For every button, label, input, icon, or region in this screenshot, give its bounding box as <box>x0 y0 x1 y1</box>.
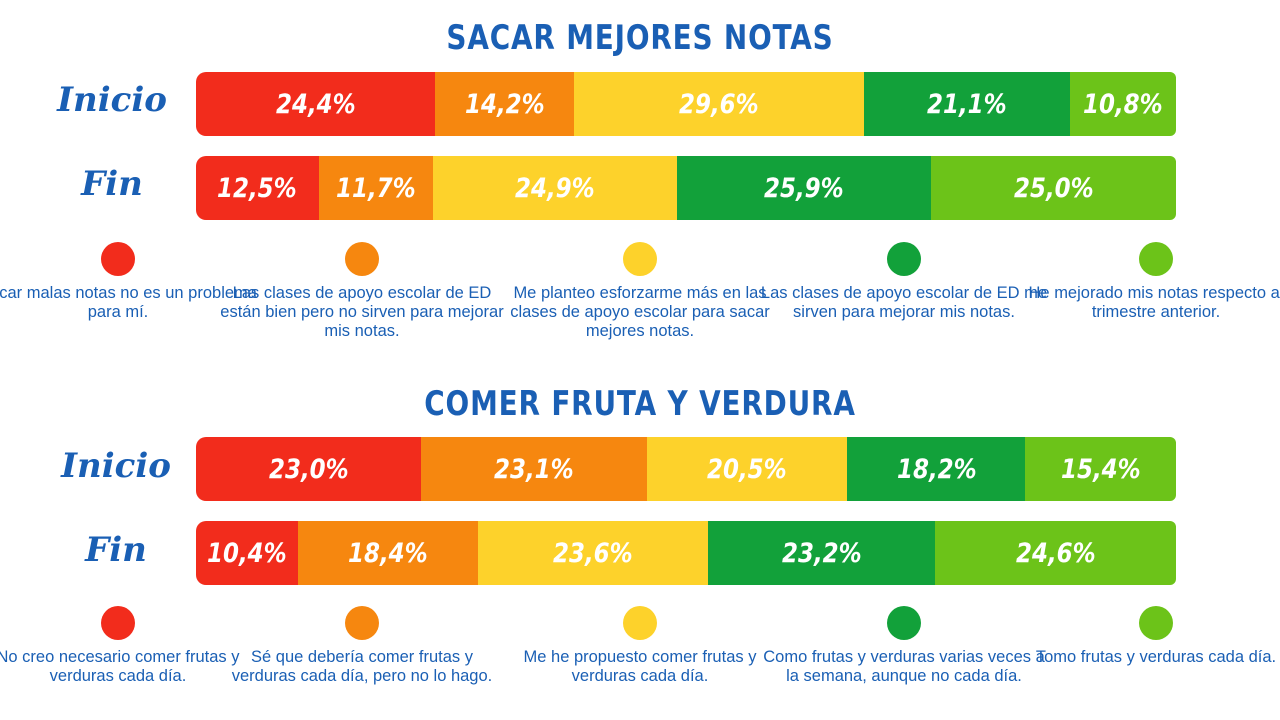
legend-dot <box>623 606 657 640</box>
legend-item: No creo necesario comer frutas y verdura… <box>0 606 263 686</box>
data-label: 14,2% <box>464 88 545 120</box>
bar-segment: 11,7% <box>318 156 434 220</box>
legend-item: Sacar malas notas no es un problema para… <box>0 242 263 322</box>
data-label: 24,6% <box>1015 537 1096 569</box>
legend-item: Me planteo esforzarme más en las clases … <box>495 242 785 341</box>
legend-text: Tomo frutas y verduras cada día. <box>1035 648 1277 666</box>
legend-dot <box>887 242 921 276</box>
bar-segment: 24,9% <box>433 156 678 220</box>
legend-item: Las clases de apoyo escolar de ED están … <box>217 242 507 341</box>
legend-text: Sacar malas notas no es un problema para… <box>0 284 257 321</box>
bar-segment: 10,8% <box>1070 72 1176 136</box>
legend-item: Me he propuesto comer frutas y verduras … <box>495 606 785 686</box>
legend-dot <box>623 242 657 276</box>
bar-segment: 20,5% <box>646 437 848 501</box>
legend-text: Me planteo esforzarme más en las clases … <box>510 284 770 340</box>
data-label: 23,6% <box>553 537 633 569</box>
legend-text: He mejorado mis notas respecto al trimes… <box>1028 284 1280 321</box>
bar-segment: 24,4% <box>196 72 435 136</box>
bar-segment: 29,6% <box>573 72 864 136</box>
bar-segment: 23,1% <box>420 437 647 501</box>
stacked-bar-notas-inicio: 24,4% 14,2% 29,6% 21,1% 10,8% <box>196 72 1176 136</box>
legend-dot <box>1139 242 1173 276</box>
data-label: 25,0% <box>1013 172 1094 204</box>
data-label: 12,5% <box>217 172 298 204</box>
bar-segment: 24,6% <box>935 521 1176 585</box>
legend-item: Sé que debería comer frutas y verduras c… <box>217 606 507 686</box>
legend-text: Como frutas y verduras varias veces a la… <box>763 648 1045 685</box>
data-label: 23,1% <box>494 453 574 485</box>
row-label-fin: Fin <box>85 530 147 570</box>
data-label: 24,9% <box>515 172 595 204</box>
row-label-inicio: Inicio <box>57 80 167 120</box>
legend-item: He mejorado mis notas respecto al trimes… <box>1011 242 1280 322</box>
data-label: 20,5% <box>707 453 787 485</box>
bar-segment: 10,4% <box>196 521 298 585</box>
bar-segment: 23,6% <box>477 521 709 585</box>
data-label: 23,2% <box>782 537 862 569</box>
section-title-notas: SACAR MEJORES NOTAS <box>446 18 834 58</box>
legend-dot <box>345 242 379 276</box>
bar-segment: 23,0% <box>196 437 421 501</box>
legend-dot <box>345 606 379 640</box>
bar-segment: 15,4% <box>1025 437 1176 501</box>
data-label: 18,4% <box>347 537 428 569</box>
bar-segment: 25,0% <box>930 156 1176 220</box>
section-title-fruta: COMER FRUTA Y VERDURA <box>424 384 856 424</box>
data-label: 11,7% <box>336 172 416 204</box>
row-label-fin: Fin <box>81 164 143 204</box>
legend-text: No creo necesario comer frutas y verdura… <box>0 648 240 685</box>
data-label: 23,0% <box>268 453 349 485</box>
data-label: 10,4% <box>207 537 287 569</box>
legend-dot <box>1139 606 1173 640</box>
bar-segment: 25,9% <box>677 156 931 220</box>
bar-segment: 12,5% <box>196 156 319 220</box>
legend-text: Las clases de apoyo escolar de ED me sir… <box>760 284 1048 321</box>
legend-item: Las clases de apoyo escolar de ED me sir… <box>759 242 1049 322</box>
legend-dot <box>101 242 135 276</box>
data-label: 21,1% <box>927 88 1007 120</box>
bar-segment: 21,1% <box>863 72 1071 136</box>
legend-dot <box>887 606 921 640</box>
bar-segment: 18,2% <box>847 437 1026 501</box>
bar-segment: 14,2% <box>434 72 574 136</box>
stacked-bar-fruta-inicio: 23,0% 23,1% 20,5% 18,2% 15,4% <box>196 437 1176 501</box>
bar-segment: 18,4% <box>297 521 478 585</box>
stacked-bar-fruta-fin: 10,4% 18,4% 23,6% 23,2% 24,6% <box>196 521 1176 585</box>
data-label: 15,4% <box>1060 453 1141 485</box>
legend-text: Sé que debería comer frutas y verduras c… <box>231 648 493 685</box>
legend-item: Como frutas y verduras varias veces a la… <box>759 606 1049 686</box>
bar-segment: 23,2% <box>708 521 936 585</box>
data-label: 25,9% <box>764 172 844 204</box>
row-label-inicio: Inicio <box>61 446 171 486</box>
legend-text: Las clases de apoyo escolar de ED están … <box>220 284 504 340</box>
data-label: 10,8% <box>1083 88 1163 120</box>
legend-text: Me he propuesto comer frutas y verduras … <box>523 648 757 685</box>
legend-dot <box>101 606 135 640</box>
stacked-bar-notas-fin: 12,5% 11,7% 24,9% 25,9% 25,0% <box>196 156 1176 220</box>
legend-item: Tomo frutas y verduras cada día. <box>1011 606 1280 667</box>
data-label: 29,6% <box>678 88 759 120</box>
data-label: 18,2% <box>896 453 977 485</box>
data-label: 24,4% <box>275 88 356 120</box>
